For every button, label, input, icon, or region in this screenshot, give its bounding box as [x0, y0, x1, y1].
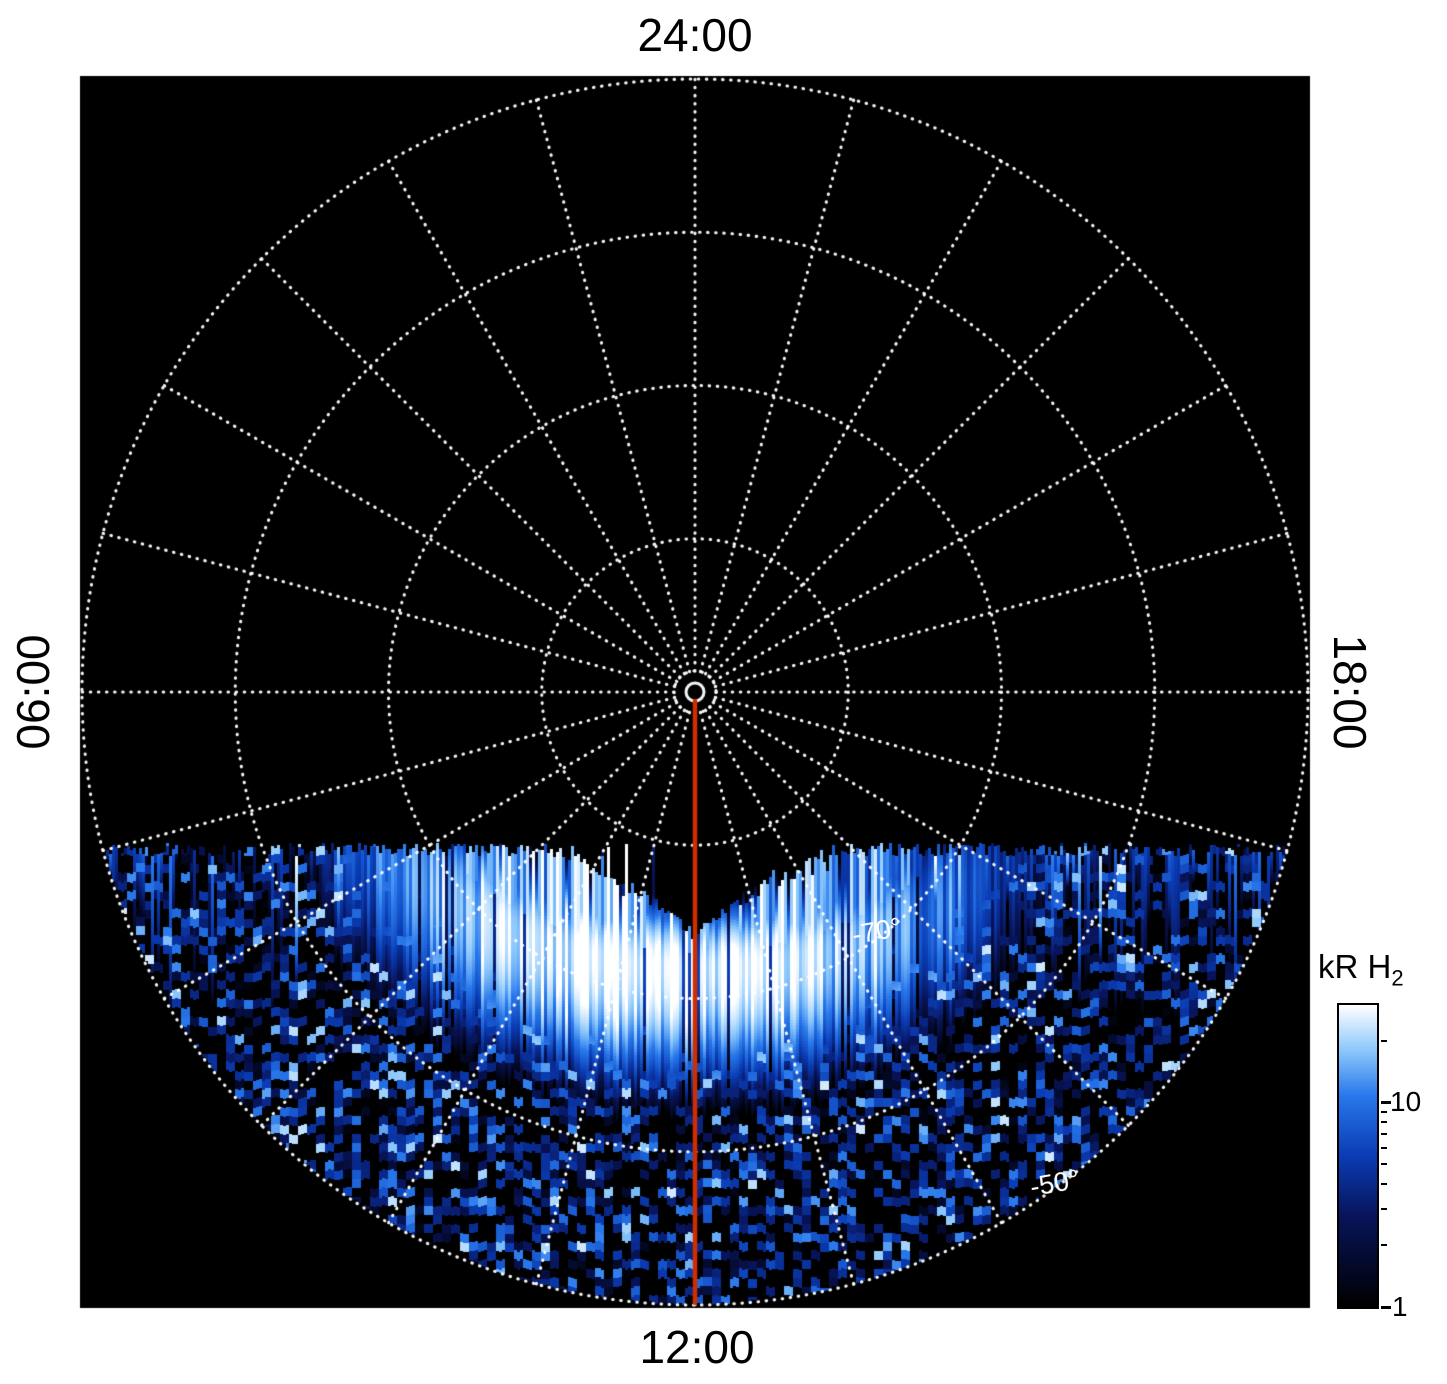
- colorbar-tick-mark: [1381, 1208, 1387, 1211]
- time-label-1200: 12:00: [639, 1321, 755, 1373]
- colorbar-tick-label-1: 1: [1392, 1291, 1408, 1322]
- colorbar-tick-mark: [1381, 1133, 1387, 1136]
- colorbar-tick-mark: [1381, 1146, 1387, 1149]
- colorbar-title: kR H2: [1318, 948, 1404, 992]
- colorbar-tick-label-10: 10: [1390, 1086, 1422, 1117]
- colorbar-tick-mark: [1381, 1110, 1387, 1113]
- colorbar-title-main: kR H: [1318, 948, 1392, 985]
- colorbar-tick-mark: [1381, 1121, 1387, 1124]
- colorbar-gradient: [1337, 1003, 1379, 1309]
- colorbar-tick-mark: [1381, 1244, 1387, 1247]
- colorbar-tick-mark: [1381, 1163, 1387, 1166]
- time-label-0600: 06:00: [7, 634, 59, 750]
- colorbar-title-subscript: 2: [1391, 965, 1404, 991]
- colorbar-tick-mark: [1381, 1040, 1387, 1042]
- colorbar-tick-mark: [1381, 1305, 1391, 1309]
- colorbar-tick-mark: [1381, 1182, 1387, 1185]
- time-label-1800: 18:00: [1324, 634, 1376, 750]
- colorbar-tick-mark: [1381, 1101, 1391, 1105]
- time-label-2400: 24:00: [637, 9, 753, 61]
